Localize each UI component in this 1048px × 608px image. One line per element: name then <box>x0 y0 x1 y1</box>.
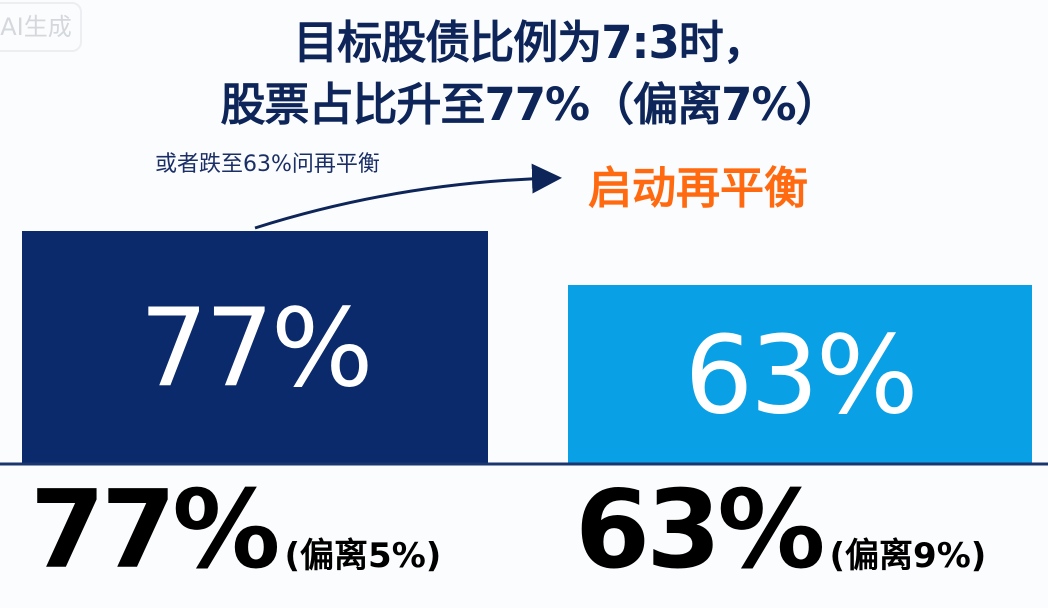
arrow-icon <box>254 163 562 230</box>
bar-label-2: 63% <box>684 314 915 439</box>
subnote: 或者跌至63%问再平衡 <box>155 152 380 177</box>
below-note-2: (偏离9%) <box>829 536 987 576</box>
ai-generated-badge: AI生成 <box>0 2 82 52</box>
action-label: 启动再平衡 <box>588 163 808 214</box>
below-label-1: 77% (偏离5%) <box>30 468 441 593</box>
below-value-1: 77% <box>30 468 281 593</box>
bar-2 <box>568 285 1032 464</box>
bar-label-1: 77% <box>139 287 370 412</box>
title-line-1: 目标股债比例为7:3时， <box>293 16 768 69</box>
below-label-2: 63% (偏离9%) <box>575 468 986 593</box>
title-line-2: 股票占比升至77%（偏离7%） <box>220 78 840 131</box>
below-value-2: 63% <box>575 468 826 593</box>
below-note-1: (偏离5%) <box>284 536 442 576</box>
bar-1 <box>22 231 488 464</box>
